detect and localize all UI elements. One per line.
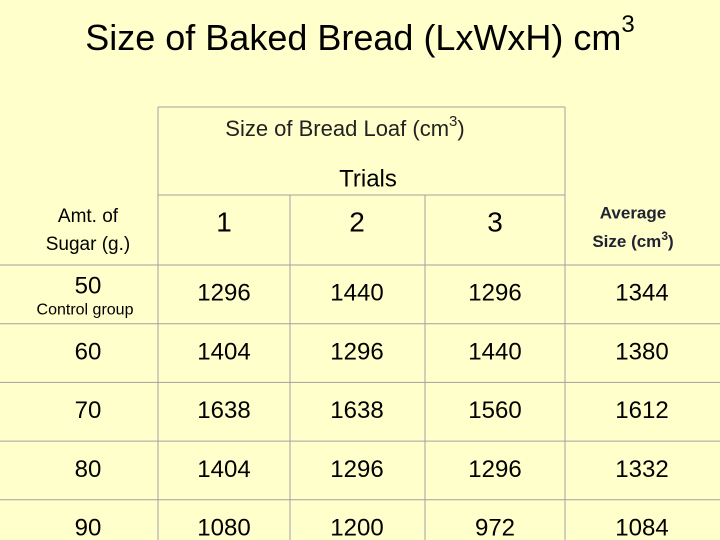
- sugar-amount: 50: [75, 273, 102, 300]
- average-header-text: Size (cm: [592, 232, 661, 251]
- trial-value: 1440: [468, 338, 521, 365]
- caption: Size of Bread Loaf (cm3): [225, 113, 464, 141]
- trial-value: 1638: [197, 397, 250, 424]
- average-value: 1380: [615, 338, 668, 365]
- sugar-amount: 90: [75, 514, 102, 540]
- average-header: Average: [600, 203, 666, 222]
- trial-value: 1560: [468, 397, 521, 424]
- trial-value: 1404: [197, 456, 250, 483]
- trial-value: 1296: [468, 456, 521, 483]
- caption-text: Size of Bread Loaf (cm: [225, 116, 449, 141]
- column-header: 3: [487, 206, 503, 237]
- average-header-superscript: 3: [661, 229, 668, 243]
- trial-value: 972: [475, 514, 515, 540]
- row-header: Sugar (g.): [46, 234, 130, 255]
- average-value: 1344: [615, 280, 668, 307]
- trial-value: 1296: [330, 338, 383, 365]
- trial-value: 1404: [197, 338, 250, 365]
- average-value: 1332: [615, 456, 668, 483]
- average-header: Size (cm3): [592, 229, 673, 251]
- sugar-amount: 60: [75, 338, 102, 365]
- column-header: 2: [349, 206, 365, 237]
- group-header: Trials: [339, 165, 397, 192]
- average-header-suffix: ): [668, 232, 674, 251]
- trial-value: 1080: [197, 514, 250, 540]
- row-note: Control group: [37, 302, 134, 319]
- row-header: Amt. of: [58, 206, 119, 227]
- column-header: 1: [216, 206, 232, 237]
- trial-value: 1638: [330, 397, 383, 424]
- sugar-amount: 70: [75, 397, 102, 424]
- average-value: 1612: [615, 397, 668, 424]
- trial-value: 1296: [468, 280, 521, 307]
- sugar-amount: 80: [75, 456, 102, 483]
- title-text: Size of Baked Bread (LxWxH) cm: [85, 17, 621, 58]
- title: Size of Baked Bread (LxWxH) cm3: [85, 11, 635, 57]
- trial-value: 1200: [330, 514, 383, 540]
- average-value: 1084: [615, 514, 668, 540]
- trial-value: 1296: [330, 456, 383, 483]
- trial-value: 1296: [197, 280, 250, 307]
- title-superscript: 3: [621, 11, 634, 38]
- caption-suffix: ): [457, 116, 464, 141]
- trial-value: 1440: [330, 280, 383, 307]
- caption-superscript: 3: [449, 113, 457, 130]
